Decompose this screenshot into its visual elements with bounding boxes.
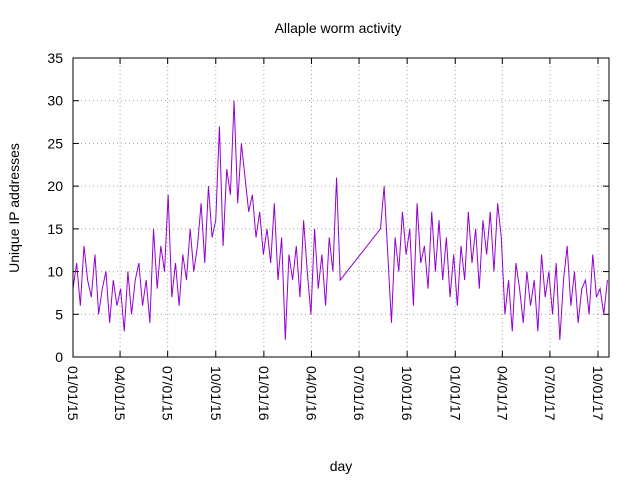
- x-tick-label: 04/01/17: [494, 366, 510, 421]
- chart-title: Allaple worm activity: [275, 20, 402, 36]
- x-tick-label: 01/01/17: [447, 366, 463, 421]
- y-tick-label: 15: [47, 221, 63, 237]
- x-tick-label: 10/01/17: [590, 366, 606, 421]
- y-tick-label: 25: [47, 135, 63, 151]
- x-tick-label: 10/01/16: [399, 366, 415, 421]
- x-axis-label: day: [330, 458, 353, 474]
- data-line: [72, 100, 608, 340]
- x-tick-label: 10/01/15: [208, 366, 224, 421]
- x-tick-label: 07/01/17: [542, 366, 558, 421]
- x-tick-label: 07/01/15: [160, 366, 176, 421]
- y-tick-label: 10: [47, 264, 63, 280]
- x-tick-label: 01/01/15: [65, 366, 81, 421]
- plot-frame: [72, 57, 610, 358]
- y-tick-label: 0: [55, 349, 63, 365]
- x-tick-label: 01/01/16: [256, 366, 272, 421]
- y-axis-label: Unique IP addresses: [6, 143, 22, 273]
- x-tick-label: 07/01/16: [351, 366, 367, 421]
- y-tick-label: 30: [47, 93, 63, 109]
- y-tick-label: 5: [55, 306, 63, 322]
- x-tick-label: 04/01/16: [303, 366, 319, 421]
- y-tick-label: 35: [47, 50, 63, 66]
- x-tick-label: 04/01/15: [112, 366, 128, 421]
- y-tick-label: 20: [47, 178, 63, 194]
